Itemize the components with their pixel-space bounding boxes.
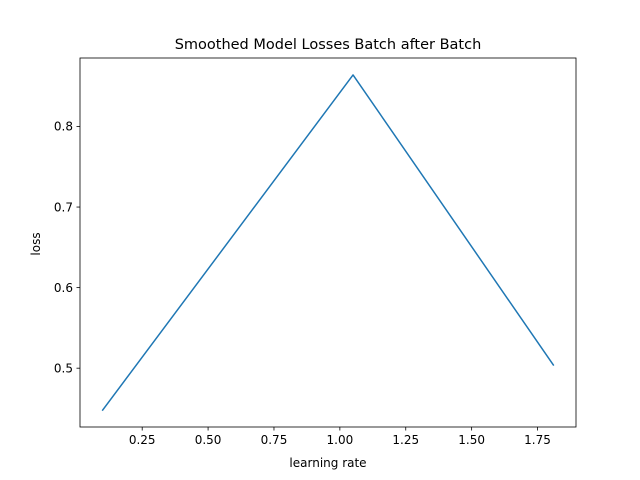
y-tick-label: 0.7 <box>54 200 73 214</box>
plot-area: 0.25 0.50 0.75 1.00 1.25 1.50 1.75 0.5 0.6 0.7 0.8 <box>54 57 577 447</box>
x-tick-label: 1.00 <box>327 433 354 447</box>
x-tick-label: 0.50 <box>195 433 222 447</box>
x-tick-label: 1.25 <box>392 433 419 447</box>
x-tick-label: 1.50 <box>458 433 485 447</box>
y-tick-label: 0.6 <box>54 281 73 295</box>
x-tick-label: 0.25 <box>129 433 156 447</box>
chart-title: Smoothed Model Losses Batch after Batch <box>175 37 482 53</box>
series-line-0 <box>101 74 555 412</box>
y-tick-label: 0.5 <box>54 361 73 375</box>
x-axis-label: learning rate <box>289 456 366 470</box>
x-tick-label: 0.75 <box>261 433 288 447</box>
x-tick-label: 1.75 <box>524 433 551 447</box>
axes-frame <box>79 57 577 428</box>
y-axis-label: loss <box>29 232 43 255</box>
y-tick-label: 0.8 <box>54 120 73 134</box>
